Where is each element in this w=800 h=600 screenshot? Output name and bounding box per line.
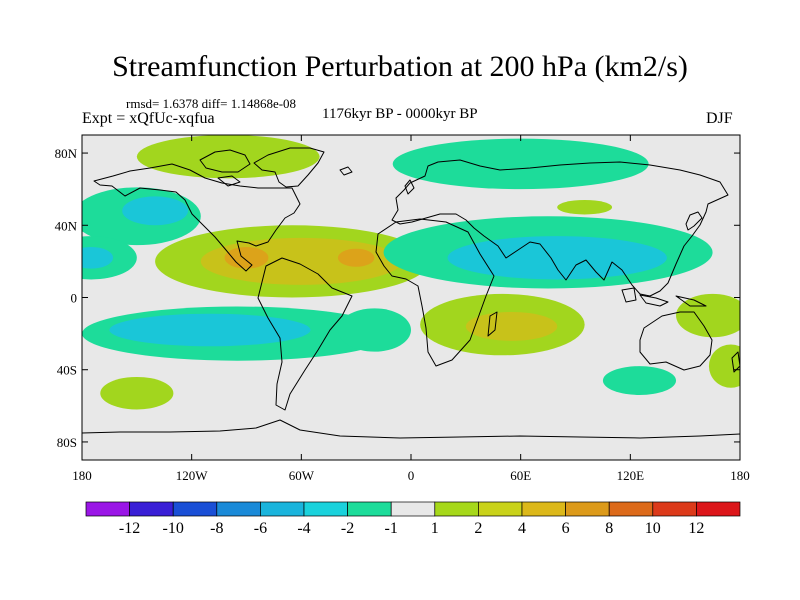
lon-tick-label: 180 <box>730 468 750 483</box>
season-label: DJF <box>706 110 733 127</box>
coastline-south-america <box>257 257 353 411</box>
colorbar-label: -6 <box>254 520 267 537</box>
colorbar-swatch <box>85 501 130 517</box>
coastline-madagascar <box>487 311 498 337</box>
coastline-new-zealand <box>731 351 740 373</box>
colorbar-label: 6 <box>562 520 570 537</box>
colorbar-swatch <box>478 501 523 517</box>
lat-tick-label: 80S <box>57 435 77 450</box>
colorbar-label: -4 <box>297 520 310 537</box>
colorbar-swatch <box>390 501 436 517</box>
anomaly-southern-ocean-positive <box>708 344 740 388</box>
colorbar-label: 8 <box>605 520 613 537</box>
anomaly-south-pacific-negative-core <box>109 313 311 347</box>
colorbar-swatch <box>303 501 348 517</box>
lon-tick-label: 120W <box>176 468 209 483</box>
lon-tick-label: 120E <box>617 468 645 483</box>
colorbar-swatch <box>608 501 654 517</box>
period-label: 1176kyr BP - 0000kyr BP <box>322 106 478 122</box>
colorbar: -12 -10 -8 -6 -4 -2 -1 1 2 4 6 8 10 12 <box>85 501 741 537</box>
coastline-greenland <box>253 147 325 188</box>
colorbar-swatch <box>521 501 566 517</box>
colorbar-label: 1 <box>431 520 439 537</box>
coastline-arctic-islands <box>199 149 353 187</box>
coastline-north-america <box>93 163 301 272</box>
colorbar-label: 2 <box>474 520 482 537</box>
anomaly-arctic-negative <box>392 138 649 190</box>
colorbar-swatch <box>696 501 741 517</box>
coastline-africa <box>375 218 495 367</box>
map-panel <box>81 134 741 461</box>
lat-tick-label: 0 <box>71 291 78 306</box>
colorbar-swatch <box>129 501 174 517</box>
coastlines <box>82 147 740 439</box>
map-background <box>82 135 740 460</box>
anomaly-atlantic-positive-core-east <box>337 248 375 267</box>
anomaly-south-atlantic-negative <box>337 308 412 352</box>
anomaly-indian-ocean-positive-core <box>465 311 558 341</box>
anomaly-asian-negative-core <box>447 236 667 280</box>
coastline-japan <box>685 211 703 231</box>
colorbar-swatch <box>260 501 305 517</box>
lon-tick-label: 60W <box>289 468 315 483</box>
coastline-eurasia <box>391 159 729 297</box>
colorbar-label: 10 <box>645 520 661 537</box>
colorbar-swatch <box>652 501 697 517</box>
stats-text: rmsd= 1.6378 diff= 1.14868e-08 <box>126 96 297 111</box>
experiment-label: Expt = xQfUc-xqfua <box>82 110 215 127</box>
colorbar-label: 12 <box>688 520 704 537</box>
anomaly-australia-positive <box>676 293 740 338</box>
colorbar-label: -2 <box>341 520 354 537</box>
colorbar-swatch <box>216 501 261 517</box>
colorbar-swatch <box>565 501 610 517</box>
anomaly-south-pacific-positive <box>100 376 174 410</box>
colorbar-swatch <box>172 501 218 517</box>
colorbar-swatch <box>347 501 392 517</box>
colorbar-label: -1 <box>385 520 398 537</box>
anomaly-central-asia-positive <box>557 200 613 215</box>
lat-tick-label: 80N <box>55 146 78 161</box>
colorbar-swatch <box>434 501 479 517</box>
colorbar-label: -10 <box>163 520 184 537</box>
colorbar-label: -8 <box>210 520 223 537</box>
plot-title: Streamfunction Perturbation at 200 hPa (… <box>112 50 688 83</box>
colorbar-label: 4 <box>518 520 526 537</box>
coastline-indonesia <box>621 287 707 307</box>
anomaly-atlantic-positive-core-west <box>224 246 269 269</box>
anomaly-north-pacific-negative-core <box>122 196 189 226</box>
lon-tick-label: 180 <box>72 468 92 483</box>
axis-ticks: 80N 40N 0 40S 80S 180 120W 60W 0 60E 120E 180 <box>55 135 750 483</box>
coastline-australia <box>639 311 713 371</box>
lon-tick-label: 60E <box>510 468 531 483</box>
lat-tick-label: 40N <box>55 218 78 233</box>
coastline-antarctica <box>82 419 740 439</box>
anomaly-hawaii-negative-core <box>82 246 114 269</box>
colorbar-label: -12 <box>119 520 140 537</box>
anomaly-southern-ocean-negative <box>602 366 677 395</box>
lon-tick-label: 0 <box>408 468 415 483</box>
coastline-uk <box>404 179 415 195</box>
lat-tick-label: 40S <box>57 363 77 378</box>
